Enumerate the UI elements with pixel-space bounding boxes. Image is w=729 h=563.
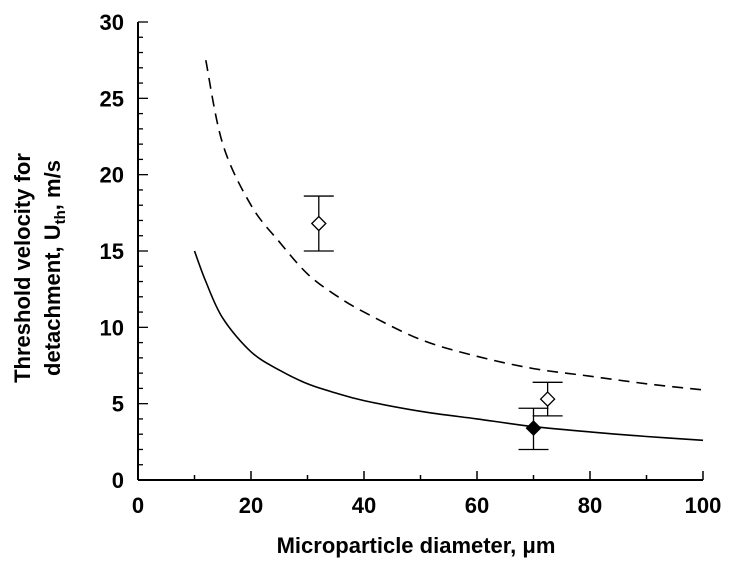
dashed-curve [205,60,704,391]
x-tick-label: 60 [465,493,489,518]
data-point [532,381,563,417]
plot-area [193,60,704,451]
x-tick-label: 100 [685,493,722,518]
y-axis-title-line1: Threshold velocity for [10,153,35,383]
solid-curve [193,250,704,442]
y-axis-title-line2: detachment, Uth, m/s [40,160,69,376]
x-tick-label: 0 [132,493,144,518]
y-tick-label: 10 [100,315,124,340]
y-tick-label: 15 [100,239,124,264]
x-axis-title: Microparticle diameter, μm [277,533,556,558]
y-axis-title: Threshold velocity for detachment, Uth, … [10,153,69,383]
data-point [303,195,334,252]
x-tick-label: 80 [578,493,602,518]
axes: 0 20 40 60 80 100 0 5 10 15 20 25 30 [100,10,722,518]
y-tick-label: 25 [100,86,124,111]
open-diamond-marker [310,215,327,232]
y-tick-label: 5 [112,392,124,417]
open-diamond-marker [539,391,556,408]
x-tick-label: 40 [352,493,376,518]
y-tick-label: 20 [100,163,124,188]
filled-diamond-marker [525,420,542,437]
y-tick-label: 30 [100,10,124,35]
data-point [518,407,549,451]
x-tick-label: 20 [239,493,263,518]
y-tick-label: 0 [112,468,124,493]
